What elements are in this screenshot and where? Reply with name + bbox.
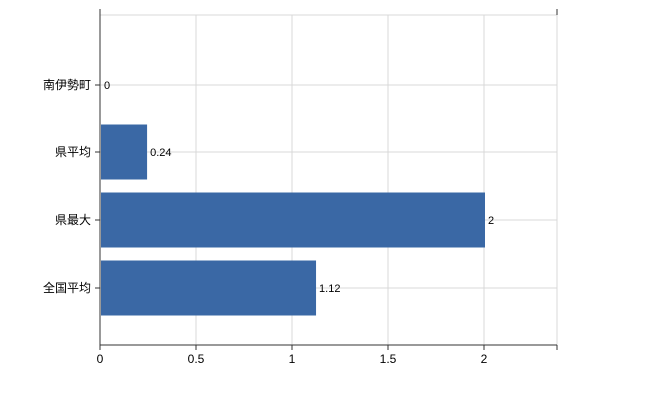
x-tick-label: 0.5 (188, 352, 205, 366)
bar-value-label: 2 (488, 215, 494, 227)
category-label: 全国平均 (43, 280, 91, 295)
bar-value-label: 0.24 (150, 147, 171, 159)
bar-value-label: 0 (104, 80, 110, 92)
category-label: 県最大 (55, 213, 91, 227)
bar (101, 124, 148, 180)
bar-value-label: 1.12 (319, 283, 340, 295)
bar (101, 192, 485, 248)
x-tick-label: 0 (97, 352, 104, 366)
x-tick-label: 1 (289, 352, 296, 366)
category-label: 県平均 (55, 145, 91, 159)
x-tick-label: 2 (481, 352, 488, 366)
x-tick-label: 1.5 (380, 352, 397, 366)
bar (101, 260, 317, 316)
category-label: 南伊勢町 (43, 77, 91, 92)
